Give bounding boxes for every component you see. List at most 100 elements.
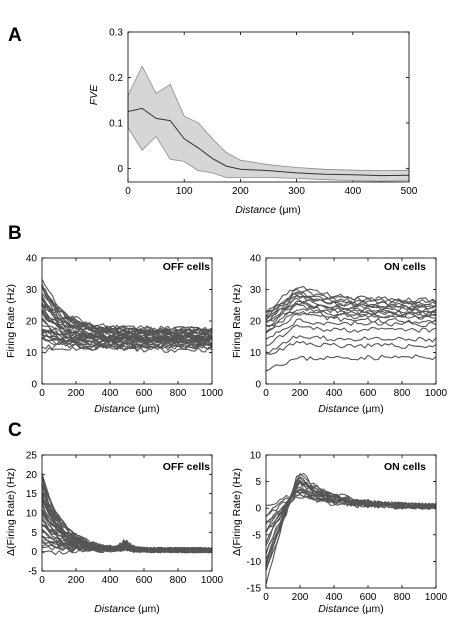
- panel-a-xtick-label: 0: [125, 186, 131, 197]
- panel-c-on-trace: [265, 473, 437, 571]
- panel-b-off-ytick-label: 0: [31, 380, 37, 391]
- panel-b-off-trace: [41, 311, 213, 343]
- panel-b-on-trace: [265, 313, 437, 334]
- panel-a-mean-line: [127, 107, 410, 177]
- panel-b-on-ytick-label: 20: [250, 317, 262, 328]
- panel-c-off-frame: [41, 454, 213, 572]
- panel-c-on-xlabel: Distance (μm): [318, 603, 384, 615]
- panel-b-on-plot: 0 200 400 600 800 1000 0 10 20 30 40: [250, 254, 448, 400]
- panel-c-off-ytick-label: 20: [26, 470, 38, 481]
- panel-letter-b: B: [8, 223, 22, 244]
- panel-b-on-ytick-label: 30: [250, 285, 262, 296]
- panel-c-on-plot: 0 200 400 600 800 1000 -15 -10 -5 0 5 10: [247, 451, 448, 604]
- panel-b-off-xtick-label: 600: [136, 388, 153, 399]
- panel-letter-a: A: [8, 25, 22, 46]
- panel-c-on-xtick-label: 600: [360, 592, 377, 603]
- panel-b-off-ytick-label: 40: [26, 254, 38, 265]
- panel-b-off-ytick-label: 30: [26, 285, 38, 296]
- panel-c-on-ytick-label: 5: [255, 477, 261, 488]
- panel-c-off-trace: [41, 474, 212, 554]
- panel-b-off-ytick-label: 20: [26, 317, 38, 328]
- panel-c-on-ytick-label: 0: [255, 504, 261, 515]
- panel-a-ytick-label: 0.1: [109, 118, 123, 129]
- panel-b-on-trace: [265, 288, 437, 318]
- panel-c-off-ytick-label: 0: [31, 547, 37, 558]
- panel-a-xtick-label: 400: [344, 186, 361, 197]
- panel-c-off-label: OFF cells: [163, 461, 210, 473]
- panel-a-confidence-band: [127, 65, 410, 182]
- panel-b-on-xtick-label: 0: [263, 388, 269, 399]
- panel-c-on-xtick-label: 1000: [425, 592, 448, 603]
- panel-c-off-ytick-label: 25: [26, 451, 38, 462]
- panel-b-on-ytick-label: 10: [250, 348, 262, 359]
- panel-c-on-trace: [265, 482, 437, 546]
- panel-b-on-ylabel: Firing Rate (Hz): [231, 284, 243, 358]
- panel-a-ytick-label: 0.3: [109, 28, 123, 39]
- panel-b-on-trace: [265, 324, 437, 347]
- panel-c-on-trace: [265, 492, 437, 510]
- panel-b-off-plot: 0 200 400 600 800 1000 0 10 20 30 40: [26, 254, 224, 400]
- panel-b-on-xtick-label: 1000: [425, 388, 448, 399]
- panel-c-off-trace: [41, 477, 213, 553]
- panel-a-xtick-label: 300: [288, 186, 305, 197]
- panel-b-on-trace: [265, 285, 437, 313]
- panel-c-off-xtick-label: 0: [39, 575, 45, 586]
- panel-c-off-xtick-label: 400: [102, 575, 119, 586]
- panel-c-on-ytick-label: -15: [247, 584, 262, 595]
- panel-b-off-trace: [41, 334, 213, 353]
- panel-b-off-xtick-label: 200: [68, 388, 85, 399]
- panel-b-on-frame: [265, 257, 437, 385]
- panel-c-on-xtick-label: 200: [292, 592, 309, 603]
- panel-letter-c: C: [8, 420, 22, 441]
- panel-b-on-trace: [265, 291, 437, 314]
- panel-c-on-frame: [265, 454, 437, 589]
- panel-c-on-trace: [265, 472, 437, 585]
- panel-c-on-trace: [265, 481, 437, 543]
- panel-c-off-ytick-label: 5: [31, 528, 37, 539]
- panel-b-off-frame: [41, 257, 213, 385]
- panel-b-off-xtick-label: 400: [102, 388, 119, 399]
- panel-a-ytick-label: 0: [117, 164, 123, 175]
- panel-c-on-ytick-label: -5: [252, 530, 261, 541]
- panel-c-off-ytick-label: 10: [26, 509, 38, 520]
- panel-c-on-trace: [265, 479, 437, 554]
- panel-c-off-xtick-label: 800: [170, 575, 187, 586]
- panel-c-on-label: ON cells: [384, 461, 426, 473]
- panel-c-on-xtick-label: 400: [326, 592, 343, 603]
- panel-b-off-xtick-label: 0: [39, 388, 45, 399]
- panel-c-on-xtick-label: 0: [263, 592, 269, 603]
- panel-b-off-trace: [41, 317, 213, 348]
- panel-c-off-xtick-label: 600: [136, 575, 153, 586]
- panel-a-xlabel: Distance (μm): [235, 204, 301, 216]
- panel-b-on-xtick-label: 200: [292, 388, 309, 399]
- panel-c-on-trace: [265, 477, 437, 567]
- panel-c-on-xtick-label: 800: [394, 592, 411, 603]
- panel-c-on-trace: [265, 495, 437, 517]
- panel-b-on-trace: [265, 310, 437, 333]
- panel-a-frame: [127, 31, 410, 183]
- panel-b-off-ytick-label: 10: [26, 348, 38, 359]
- panel-b-off-xlabel: Distance (μm): [94, 403, 160, 415]
- panel-a-xtick-label: 100: [176, 186, 193, 197]
- panel-b-on-ytick-label: 0: [255, 380, 261, 391]
- panel-a-xtick-label: 200: [232, 186, 249, 197]
- panel-b-on-trace: [265, 354, 437, 372]
- panel-b-off-label: OFF cells: [163, 261, 210, 273]
- panel-b-off-ylabel: Firing Rate (Hz): [5, 284, 17, 358]
- panel-b-on-ytick-label: 40: [250, 254, 262, 265]
- panel-b-off-trace: [41, 333, 213, 348]
- panel-c-off-xtick-label: 1000: [201, 575, 224, 586]
- panel-c-on-trace: [265, 476, 437, 566]
- panel-a-ytick-label: 0.2: [109, 73, 123, 84]
- panel-b-on-trace: [265, 335, 437, 354]
- panel-b-on-xlabel: Distance (μm): [318, 403, 384, 415]
- panel-c-off-xtick-label: 200: [68, 575, 85, 586]
- panel-c-on-ytick-label: 10: [250, 451, 262, 462]
- panel-c-on-ylabel: Δ(Firing Rate) (Hz): [231, 468, 243, 556]
- panel-b-on-xtick-label: 400: [326, 388, 343, 399]
- panel-b-on-label: ON cells: [384, 261, 426, 273]
- panel-b-off-trace: [41, 295, 213, 342]
- panel-a-fve-plot: 0 100 200 300 400 500 0 0.1 0.2 0.3: [109, 28, 418, 198]
